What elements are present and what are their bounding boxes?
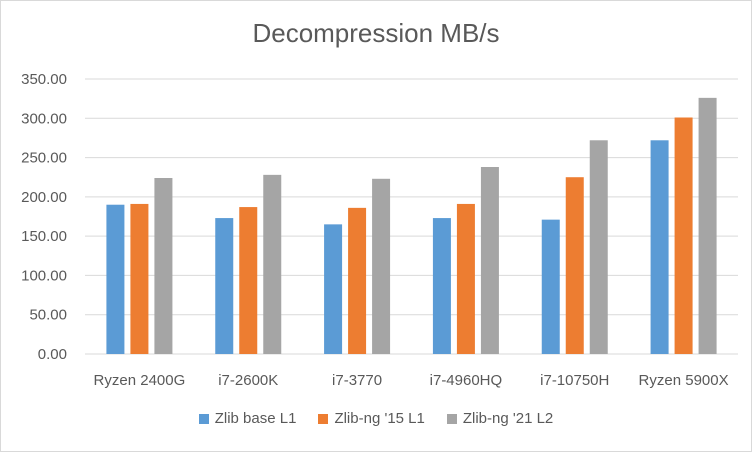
chart-title: Decompression MB/s xyxy=(252,18,500,48)
legend-swatch xyxy=(318,413,329,424)
legend: Zlib base L1 Zlib-ng '15 L1 Zlib-ng '21 L2 xyxy=(0,410,752,427)
legend-label: Zlib-ng '21 L2 xyxy=(462,410,554,427)
bar xyxy=(650,140,669,354)
legend-swatch xyxy=(446,413,457,424)
y-tick-label: 150.00 xyxy=(21,228,67,245)
x-tick-label: Ryzen 5900X xyxy=(639,372,729,389)
y-tick-label: 300.00 xyxy=(21,110,67,127)
bar xyxy=(565,177,584,354)
bar xyxy=(480,167,499,354)
bar xyxy=(432,218,451,354)
y-tick-label: 0.00 xyxy=(38,346,67,363)
y-tick-label: 100.00 xyxy=(21,267,67,284)
x-axis: Ryzen 2400G i7-2600K i7-3770 i7-4960HQ i7-10… xyxy=(94,372,729,389)
y-tick-label: 50.00 xyxy=(29,307,67,324)
bar xyxy=(348,207,367,354)
y-tick-label: 200.00 xyxy=(21,189,67,206)
bar xyxy=(456,203,475,354)
gridlines xyxy=(85,78,738,355)
bar xyxy=(324,224,343,354)
legend-swatch xyxy=(198,413,209,424)
bar xyxy=(698,97,717,354)
bar xyxy=(372,178,391,354)
legend-label: Zlib-ng '15 L1 xyxy=(334,410,425,427)
bar xyxy=(589,140,608,354)
bar xyxy=(154,178,173,354)
y-axis: 0.00 50.00 100.00 150.00 200.00 250.00 300.00 3… xyxy=(21,71,67,363)
legend-label: Zlib base L1 xyxy=(214,410,297,427)
x-tick-label: i7-3770 xyxy=(332,372,382,389)
bars xyxy=(106,97,717,354)
y-tick-label: 350.00 xyxy=(21,71,67,88)
x-tick-label: Ryzen 2400G xyxy=(94,372,186,389)
y-tick-label: 250.00 xyxy=(21,150,67,167)
bar xyxy=(130,203,149,354)
bar xyxy=(541,219,560,354)
bar xyxy=(239,207,258,354)
bar xyxy=(215,218,234,354)
x-tick-label: i7-4960HQ xyxy=(430,372,503,389)
bar xyxy=(106,204,125,354)
legend-item: Zlib base L1 xyxy=(198,410,297,427)
x-tick-label: i7-2600K xyxy=(218,372,278,389)
legend-item: Zlib-ng '15 L1 xyxy=(318,410,425,427)
bar xyxy=(263,174,282,354)
legend-item: Zlib-ng '21 L2 xyxy=(446,410,554,427)
bar xyxy=(674,117,693,354)
x-tick-label: i7-10750H xyxy=(540,372,609,389)
